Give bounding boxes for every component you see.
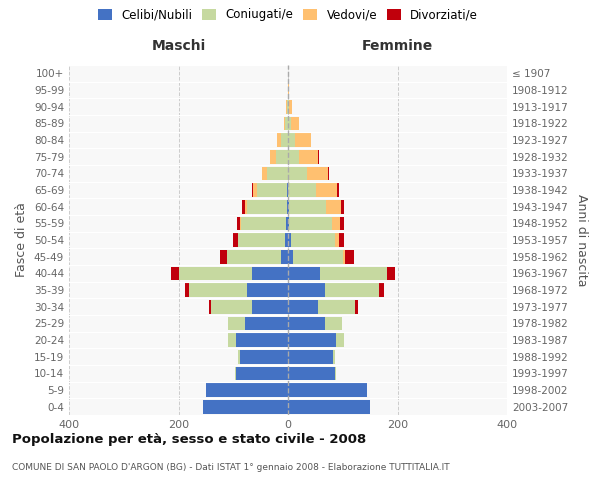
Bar bbox=[235, 366, 236, 380]
Bar bbox=[289, 200, 326, 213]
Bar bbox=[262, 166, 267, 180]
Bar bbox=[247, 283, 288, 297]
Bar bbox=[288, 116, 291, 130]
Text: Maschi: Maschi bbox=[151, 40, 206, 54]
Bar bbox=[281, 133, 288, 147]
Bar bbox=[289, 216, 332, 230]
Bar bbox=[295, 133, 311, 147]
Bar bbox=[355, 300, 358, 314]
Bar bbox=[206, 383, 288, 397]
Bar bbox=[209, 300, 211, 314]
Bar bbox=[179, 266, 253, 280]
Bar bbox=[289, 100, 292, 114]
Text: Femmine: Femmine bbox=[362, 40, 433, 54]
Bar bbox=[240, 350, 288, 364]
Bar bbox=[336, 333, 344, 347]
Bar bbox=[288, 216, 289, 230]
Bar bbox=[288, 316, 325, 330]
Bar bbox=[247, 200, 287, 213]
Bar bbox=[299, 150, 318, 164]
Bar bbox=[185, 283, 190, 297]
Bar bbox=[245, 200, 247, 213]
Bar bbox=[288, 250, 293, 264]
Bar bbox=[281, 250, 288, 264]
Bar bbox=[288, 166, 307, 180]
Bar bbox=[253, 300, 288, 314]
Bar bbox=[252, 183, 253, 197]
Bar bbox=[326, 200, 341, 213]
Bar bbox=[220, 250, 227, 264]
Bar bbox=[286, 216, 288, 230]
Bar bbox=[333, 350, 335, 364]
Bar bbox=[332, 216, 340, 230]
Bar bbox=[285, 233, 288, 247]
Bar bbox=[228, 316, 245, 330]
Bar bbox=[287, 100, 288, 114]
Legend: Celibi/Nubili, Coniugati/e, Vedovi/e, Divorziati/e: Celibi/Nubili, Coniugati/e, Vedovi/e, Di… bbox=[95, 6, 481, 24]
Bar bbox=[253, 266, 288, 280]
Bar bbox=[291, 116, 299, 130]
Bar bbox=[288, 83, 289, 97]
Bar bbox=[267, 166, 288, 180]
Bar bbox=[237, 216, 241, 230]
Bar bbox=[238, 233, 285, 247]
Bar bbox=[340, 216, 344, 230]
Bar bbox=[228, 333, 236, 347]
Bar bbox=[242, 200, 245, 213]
Bar bbox=[285, 116, 288, 130]
Bar bbox=[172, 266, 179, 280]
Bar bbox=[288, 333, 336, 347]
Bar bbox=[190, 283, 247, 297]
Bar bbox=[253, 183, 257, 197]
Bar bbox=[288, 400, 370, 413]
Bar bbox=[316, 183, 337, 197]
Bar bbox=[227, 250, 281, 264]
Bar bbox=[288, 233, 291, 247]
Y-axis label: Fasce di età: Fasce di età bbox=[16, 202, 28, 278]
Y-axis label: Anni di nascita: Anni di nascita bbox=[575, 194, 588, 286]
Bar bbox=[233, 233, 238, 247]
Bar bbox=[238, 350, 240, 364]
Bar bbox=[293, 250, 343, 264]
Bar bbox=[318, 300, 355, 314]
Bar bbox=[245, 316, 288, 330]
Bar bbox=[288, 266, 320, 280]
Bar bbox=[288, 183, 316, 197]
Bar bbox=[346, 250, 354, 264]
Bar bbox=[288, 150, 299, 164]
Text: Popolazione per età, sesso e stato civile - 2008: Popolazione per età, sesso e stato civil… bbox=[12, 432, 366, 446]
Text: COMUNE DI SAN PAOLO D'ARGON (BG) - Dati ISTAT 1° gennaio 2008 - Elaborazione TUT: COMUNE DI SAN PAOLO D'ARGON (BG) - Dati … bbox=[12, 462, 449, 471]
Bar bbox=[276, 150, 288, 164]
Bar bbox=[288, 133, 295, 147]
Bar bbox=[288, 366, 335, 380]
Bar bbox=[277, 133, 281, 147]
Bar bbox=[236, 333, 288, 347]
Bar bbox=[257, 183, 287, 197]
Bar bbox=[341, 200, 344, 213]
Bar bbox=[271, 150, 276, 164]
Bar bbox=[325, 316, 341, 330]
Bar bbox=[337, 183, 339, 197]
Bar bbox=[320, 266, 386, 280]
Bar bbox=[379, 283, 385, 297]
Bar bbox=[284, 116, 285, 130]
Bar bbox=[343, 250, 346, 264]
Bar bbox=[291, 233, 335, 247]
Bar bbox=[335, 233, 339, 247]
Bar bbox=[203, 400, 288, 413]
Bar bbox=[288, 283, 325, 297]
Bar bbox=[386, 266, 395, 280]
Bar bbox=[325, 283, 379, 297]
Bar bbox=[287, 200, 288, 213]
Bar bbox=[241, 216, 286, 230]
Bar bbox=[288, 100, 289, 114]
Bar bbox=[236, 366, 288, 380]
Bar bbox=[288, 350, 333, 364]
Bar bbox=[307, 166, 328, 180]
Bar bbox=[339, 233, 344, 247]
Bar bbox=[211, 300, 253, 314]
Bar bbox=[288, 383, 367, 397]
Bar bbox=[288, 300, 318, 314]
